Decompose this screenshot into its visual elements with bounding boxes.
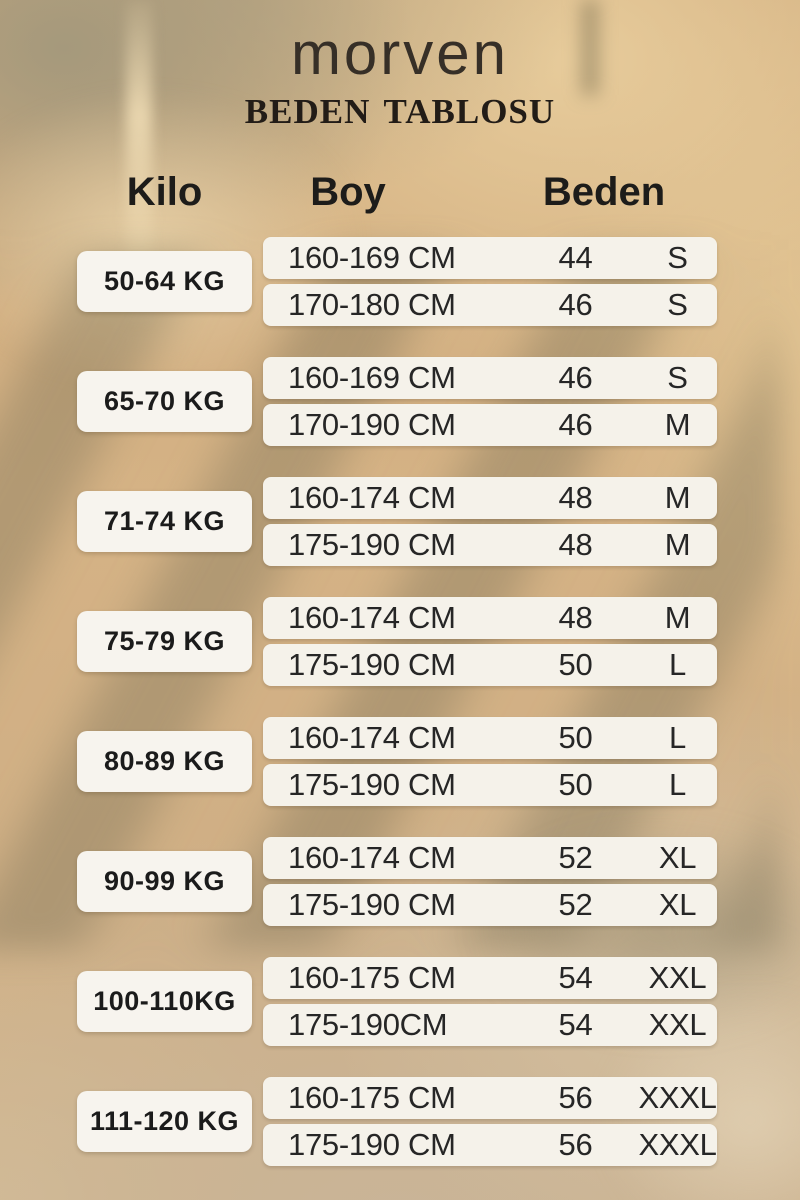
height-cell: 160-169 CM [288,360,456,395]
size-number-cell: 50 [558,720,593,755]
column-header-boy: Boy [310,170,386,214]
height-rows: 160-169 CM 44 S 170-180 CM 46 S [263,237,717,326]
size-row: 160-174 CM 48 M [263,597,717,639]
height-cell: 160-174 CM [288,840,456,875]
weight-group: 65-70 KG 160-169 CM 46 S 170-190 CM 46 M [0,357,800,446]
size-letter-cell: L [669,767,686,802]
brand-logo: morven [290,20,510,87]
height-cell: 160-169 CM [288,240,456,275]
size-number-cell: 46 [558,287,593,322]
weight-label: 65-70 KG [77,371,252,432]
content: morven BEDEN TABLOSU Kilo Boy Beden 50-6… [0,24,800,1166]
size-letter-cell: XXXL [638,1127,717,1162]
weight-label: 100-110KG [77,971,252,1032]
height-rows: 160-169 CM 46 S 170-190 CM 46 M [263,357,717,446]
height-rows: 160-174 CM 48 M 175-190 CM 50 L [263,597,717,686]
height-rows: 160-174 CM 50 L 175-190 CM 50 L [263,717,717,806]
height-rows: 160-174 CM 52 XL 175-190 CM 52 XL [263,837,717,926]
size-row: 160-175 CM 56 XXXL [263,1077,717,1119]
size-letter-cell: M [664,480,691,515]
size-letter-cell: XXL [648,1007,707,1042]
size-row: 160-169 CM 46 S [263,357,717,399]
size-table-body: 50-64 KG 160-169 CM 44 S 170-180 CM 46 S… [0,237,800,1166]
size-letter-cell: XXXL [638,1080,717,1115]
weight-group: 75-79 KG 160-174 CM 48 M 175-190 CM 50 L [0,597,800,686]
height-cell: 160-174 CM [288,600,456,635]
height-rows: 160-175 CM 54 XXL 175-190CM 54 XXL [263,957,717,1046]
size-number-cell: 54 [558,960,593,995]
weight-label: 71-74 KG [77,491,252,552]
weight-label: 50-64 KG [77,251,252,312]
size-row: 160-175 CM 54 XXL [263,957,717,999]
size-row: 175-190 CM 50 L [263,644,717,686]
height-cell: 175-190 CM [288,527,456,562]
weight-group: 80-89 KG 160-174 CM 50 L 175-190 CM 50 L [0,717,800,806]
size-number-cell: 50 [558,647,593,682]
weight-group: 50-64 KG 160-169 CM 44 S 170-180 CM 46 S [0,237,800,326]
height-cell: 175-190 CM [288,767,456,802]
height-cell: 160-174 CM [288,720,456,755]
size-letter-cell: M [664,600,691,635]
size-row: 160-174 CM 52 XL [263,837,717,879]
weight-label: 90-99 KG [77,851,252,912]
size-number-cell: 54 [558,1007,593,1042]
column-header-beden: Beden [542,170,666,214]
weight-group: 111-120 KG 160-175 CM 56 XXXL 175-190 CM… [0,1077,800,1166]
size-number-cell: 46 [558,407,593,442]
height-cell: 170-190 CM [288,407,456,442]
weight-label: 111-120 KG [77,1091,252,1152]
size-letter-cell: XL [658,840,697,875]
height-cell: 160-174 CM [288,480,456,515]
size-row: 175-190CM 54 XXL [263,1004,717,1046]
size-row: 170-190 CM 46 M [263,404,717,446]
size-number-cell: 48 [558,527,593,562]
size-letter-cell: M [664,527,691,562]
height-cell: 175-190 CM [288,647,456,682]
size-number-cell: 56 [558,1080,593,1115]
height-cell: 160-175 CM [288,960,456,995]
size-number-cell: 50 [558,767,593,802]
height-cell: 170-180 CM [288,287,456,322]
size-number-cell: 52 [558,840,593,875]
size-letter-cell: M [664,407,691,442]
size-row: 160-169 CM 44 S [263,237,717,279]
size-row: 175-190 CM 50 L [263,764,717,806]
size-letter-cell: S [667,287,688,322]
size-letter-cell: S [667,240,688,275]
size-letter-cell: L [669,647,686,682]
size-number-cell: 48 [558,600,593,635]
size-letter-cell: L [669,720,686,755]
size-number-cell: 48 [558,480,593,515]
size-row: 160-174 CM 50 L [263,717,717,759]
page-title: BEDEN TABLOSU [244,92,556,131]
size-letter-cell: S [667,360,688,395]
size-row: 175-190 CM 56 XXXL [263,1124,717,1166]
weight-group: 71-74 KG 160-174 CM 48 M 175-190 CM 48 M [0,477,800,566]
height-rows: 160-174 CM 48 M 175-190 CM 48 M [263,477,717,566]
table-header-row: Kilo Boy Beden [0,170,800,218]
height-cell: 175-190 CM [288,887,456,922]
height-rows: 160-175 CM 56 XXXL 175-190 CM 56 XXXL [263,1077,717,1166]
size-row: 175-190 CM 52 XL [263,884,717,926]
size-row: 170-180 CM 46 S [263,284,717,326]
size-row: 160-174 CM 48 M [263,477,717,519]
size-row: 175-190 CM 48 M [263,524,717,566]
weight-label: 80-89 KG [77,731,252,792]
weight-group: 100-110KG 160-175 CM 54 XXL 175-190CM 54… [0,957,800,1046]
height-cell: 175-190CM [288,1007,448,1042]
size-letter-cell: XL [658,887,697,922]
weight-group: 90-99 KG 160-174 CM 52 XL 175-190 CM 52 … [0,837,800,926]
height-cell: 160-175 CM [288,1080,456,1115]
height-cell: 175-190 CM [288,1127,456,1162]
size-number-cell: 56 [558,1127,593,1162]
size-letter-cell: XXL [648,960,707,995]
size-number-cell: 52 [558,887,593,922]
column-header-kilo: Kilo [126,170,203,214]
weight-label: 75-79 KG [77,611,252,672]
size-number-cell: 44 [558,240,593,275]
size-number-cell: 46 [558,360,593,395]
